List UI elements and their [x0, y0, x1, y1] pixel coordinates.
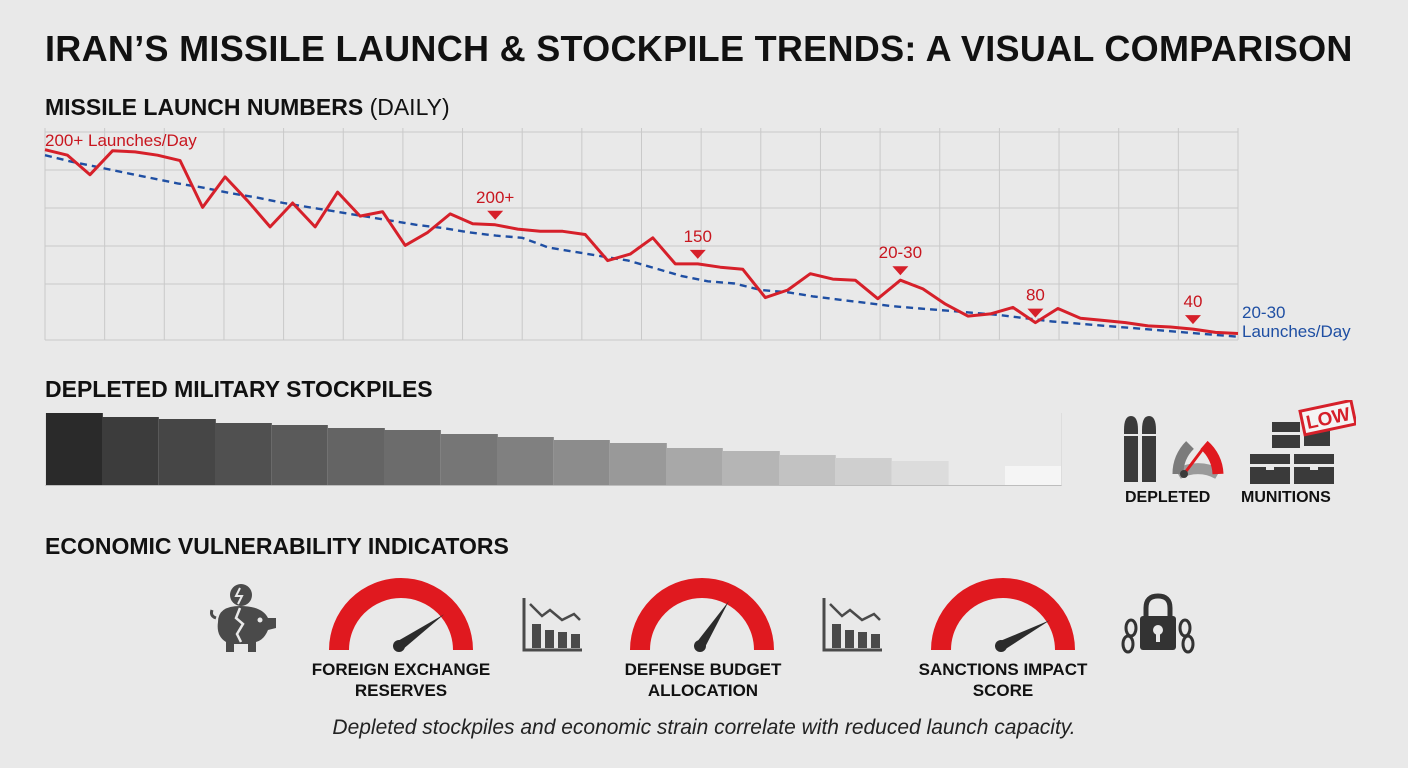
end-rate-label: 20-30: [1242, 303, 1285, 322]
stockpile-bar: [1004, 466, 1062, 485]
gauge-arc: [329, 578, 473, 651]
munitions-crates-icon: LOW: [1250, 400, 1356, 484]
peak-marker: [487, 210, 504, 220]
stockpile-bar: [440, 433, 498, 485]
gauge-label-sanctions-impact: SANCTIONS IMPACT SCORE: [903, 659, 1103, 701]
peak-label: 150: [684, 227, 712, 246]
stockpile-bar: [384, 430, 442, 485]
stockpile-bar: [46, 413, 103, 485]
peak-label: 40: [1184, 292, 1203, 311]
broken-piggy-bank-icon: [210, 584, 276, 652]
gauge-label-line2: SCORE: [972, 681, 1034, 700]
gauge-needle: [998, 619, 1051, 651]
page-title: IRAN’S MISSILE LAUNCH & STOCKPILE TRENDS…: [45, 28, 1353, 69]
depleted-label: DEPLETED: [1125, 489, 1211, 506]
peak-label: 20-30: [879, 243, 922, 262]
start-rate-label: 200+ Launches/Day: [45, 131, 197, 150]
depleted-shells-gauge-icon: [1122, 416, 1224, 482]
peak-marker: [892, 266, 909, 276]
stockpile-bar-strip: [45, 413, 1062, 486]
peak-label: 80: [1026, 286, 1045, 305]
footer-caption: Depleted stockpiles and economic strain …: [332, 716, 1076, 739]
gauge-label-line1: FOREIGN EXCHANGE: [311, 660, 491, 679]
declining-bar-chart-icon: [822, 598, 882, 652]
stockpile-bar: [779, 454, 836, 485]
stockpile-bar: [271, 425, 329, 485]
economic-section-title: ECONOMIC VULNERABILITY INDICATORS: [45, 533, 509, 559]
stockpile-bar: [666, 447, 724, 485]
gauge-hub: [694, 640, 706, 652]
end-rate-unit-label: Launches/Day: [1242, 322, 1351, 341]
gauge-hub: [393, 640, 405, 652]
stockpile-bar: [609, 443, 667, 485]
gauge: [329, 578, 473, 652]
gauge-label-foreign-exchange: FOREIGN EXCHANGE RESERVES: [301, 659, 501, 701]
peak-marker: [689, 249, 706, 259]
peak-marker: [1027, 308, 1044, 318]
declining-bar-chart-icon: [522, 598, 582, 652]
gauge: [630, 578, 774, 652]
peak-label: 200+: [476, 188, 514, 207]
launch-section-title-text: MISSILE LAUNCH NUMBERS: [45, 94, 364, 120]
stockpile-bar: [158, 419, 216, 485]
gauge: [931, 578, 1075, 652]
peak-marker: [1184, 315, 1201, 325]
munitions-label: MUNITIONS: [1241, 489, 1331, 506]
stockpile-bar: [891, 461, 949, 485]
launch-section-title-suffix: (DAILY): [369, 94, 450, 120]
gauge-label-line2: RESERVES: [354, 681, 448, 700]
gauge-arc: [630, 578, 774, 651]
padlock-chains-icon: [1121, 593, 1195, 654]
gauge-needle: [695, 600, 729, 649]
stockpile-section-title: DEPLETED MILITARY STOCKPILES: [45, 376, 433, 402]
stockpile-bar: [835, 457, 893, 485]
gauge-label-line1: SANCTIONS IMPACT: [918, 660, 1088, 679]
gauge-needle: [395, 614, 445, 650]
stockpile-bar: [553, 440, 611, 485]
gauge-arc: [931, 578, 1075, 651]
gauge-label-defense-budget: DEFENSE BUDGET ALLOCATION: [603, 659, 803, 701]
gauge-label-line1: DEFENSE BUDGET: [624, 660, 782, 679]
launch-section-title: MISSILE LAUNCH NUMBERS (DAILY): [45, 94, 450, 121]
gauge-label-line2: ALLOCATION: [647, 681, 759, 700]
gauge-hub: [995, 640, 1007, 652]
stockpile-bar: [497, 436, 554, 485]
stockpile-bar: [102, 417, 160, 485]
stockpile-bar: [215, 423, 273, 485]
launch-series-line: [44, 148, 1239, 335]
stockpile-bar: [722, 451, 780, 485]
stockpile-bar: [327, 428, 385, 485]
